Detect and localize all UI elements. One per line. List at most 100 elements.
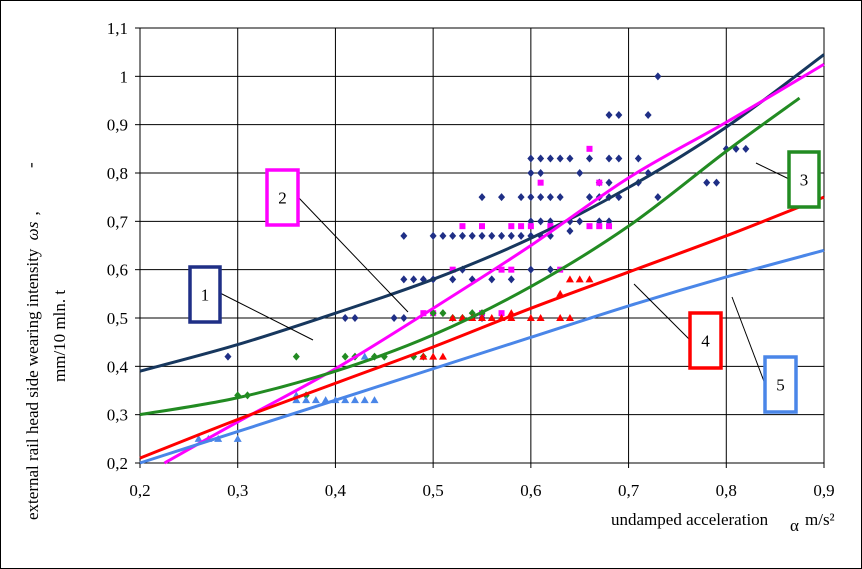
y-tick-label: 0,9 [107, 116, 128, 135]
scatter-point [448, 314, 457, 321]
scatter-point [507, 231, 515, 240]
scatter-point [527, 154, 535, 163]
scatter-point [566, 227, 574, 235]
scatter-point [596, 223, 603, 230]
scatter-point [546, 193, 554, 202]
curve-callouts: 1 2 3 4 5 [188, 150, 821, 414]
scatter-point [575, 275, 584, 283]
scatter-point [439, 231, 447, 240]
scatter-point [498, 193, 506, 202]
scatter-point [742, 144, 750, 153]
callout-box [763, 355, 798, 414]
scatter-point [605, 178, 613, 187]
scatter-point [537, 217, 545, 226]
callout-label: 3 [800, 171, 809, 190]
scatter-point [498, 266, 505, 273]
scatter-point [508, 266, 515, 273]
callout-label: 1 [201, 286, 210, 305]
scatter-point [566, 154, 574, 163]
x-tick-label: 0,2 [129, 481, 150, 500]
data-points [194, 72, 750, 442]
scatter-point [341, 314, 349, 322]
callout-box [188, 265, 222, 324]
scatter-point [351, 314, 359, 322]
callout-leader [633, 283, 691, 341]
scatter-point [468, 231, 476, 240]
fit-curve [139, 195, 825, 460]
scatter-point [400, 275, 408, 284]
scatter-point [527, 223, 534, 230]
scatter-point [498, 231, 506, 240]
scatter-point [537, 179, 544, 186]
scatter-point [615, 111, 623, 119]
y-axis-title: external rail head side wearing intensit… [21, 162, 69, 520]
scatter-point [459, 223, 466, 230]
callout-leader [731, 296, 766, 385]
x-tick-label: 0,3 [227, 481, 248, 500]
fit-curve [139, 248, 825, 465]
x-tick-label: 0,4 [325, 481, 347, 500]
scatter-point [527, 193, 535, 202]
tick-labels: 0,2 0,3 0,4 0,5 0,6 0,7 0,8 0,9 0,2 0,3 0,4 0,5 0,6 0… [107, 19, 835, 500]
scatter-point [547, 223, 554, 230]
x-tick-label: 0,5 [423, 481, 444, 500]
fit-curves [139, 53, 825, 465]
scatter-point [478, 193, 486, 202]
callout-box [265, 168, 300, 227]
scatter-point [546, 154, 554, 163]
scatter-point [429, 352, 438, 360]
scatter-point [400, 231, 408, 240]
scatter-point [233, 434, 242, 442]
x-tick-label: 0,6 [520, 481, 541, 500]
scatter-point [292, 396, 301, 404]
scatter-point [576, 169, 584, 177]
scatter-point [488, 231, 496, 240]
scatter-point [537, 154, 545, 163]
scatter-point [596, 179, 603, 186]
scatter-point [556, 314, 565, 321]
fit-curve [139, 96, 801, 417]
scatter-point [224, 352, 232, 361]
callout-label: 2 [278, 189, 287, 208]
scatter-point [438, 352, 447, 360]
y-axis-comma: , [23, 211, 42, 215]
x-axis-title: undamped acceleration α m/s² [611, 510, 835, 535]
scatter-point [194, 434, 203, 442]
scatter-point [654, 193, 662, 202]
y-tick-label: 0,3 [107, 406, 128, 425]
scatter-point [488, 275, 496, 284]
scatter-point [478, 314, 486, 321]
scatter-point [439, 309, 447, 318]
scatter-point [419, 352, 428, 360]
y-axis-symbol: ωs [23, 221, 42, 240]
y-tick-label: 0,6 [107, 261, 128, 280]
y-axis-dash: - [21, 162, 40, 168]
scatter-point [341, 352, 349, 361]
y-tick-label: 0,7 [107, 212, 129, 231]
scatter-point [498, 310, 505, 317]
scatter-point [370, 396, 379, 404]
x-tick-label: 0,8 [716, 481, 737, 500]
x-axis-symbol: α [790, 516, 799, 535]
scatter-point [507, 275, 515, 284]
scatter-point [360, 396, 369, 404]
callout-leader [219, 292, 314, 341]
scatter-point [585, 275, 594, 283]
y-tick-label: 1,1 [107, 19, 128, 38]
scatter-point [526, 314, 535, 321]
scatter-point [556, 193, 564, 202]
scatter-point [605, 154, 613, 163]
scatter-point [537, 169, 545, 177]
scatter-point [508, 223, 515, 230]
scatter-point [390, 314, 398, 322]
x-tick-label: 0,7 [618, 481, 640, 500]
scatter-point [517, 193, 525, 202]
scatter-point [311, 396, 320, 404]
y-tick-label: 0,8 [107, 164, 128, 183]
callout-label: 5 [776, 376, 785, 395]
scatter-point [449, 266, 456, 273]
scatter-point [615, 154, 623, 163]
scatter-point [458, 231, 466, 240]
